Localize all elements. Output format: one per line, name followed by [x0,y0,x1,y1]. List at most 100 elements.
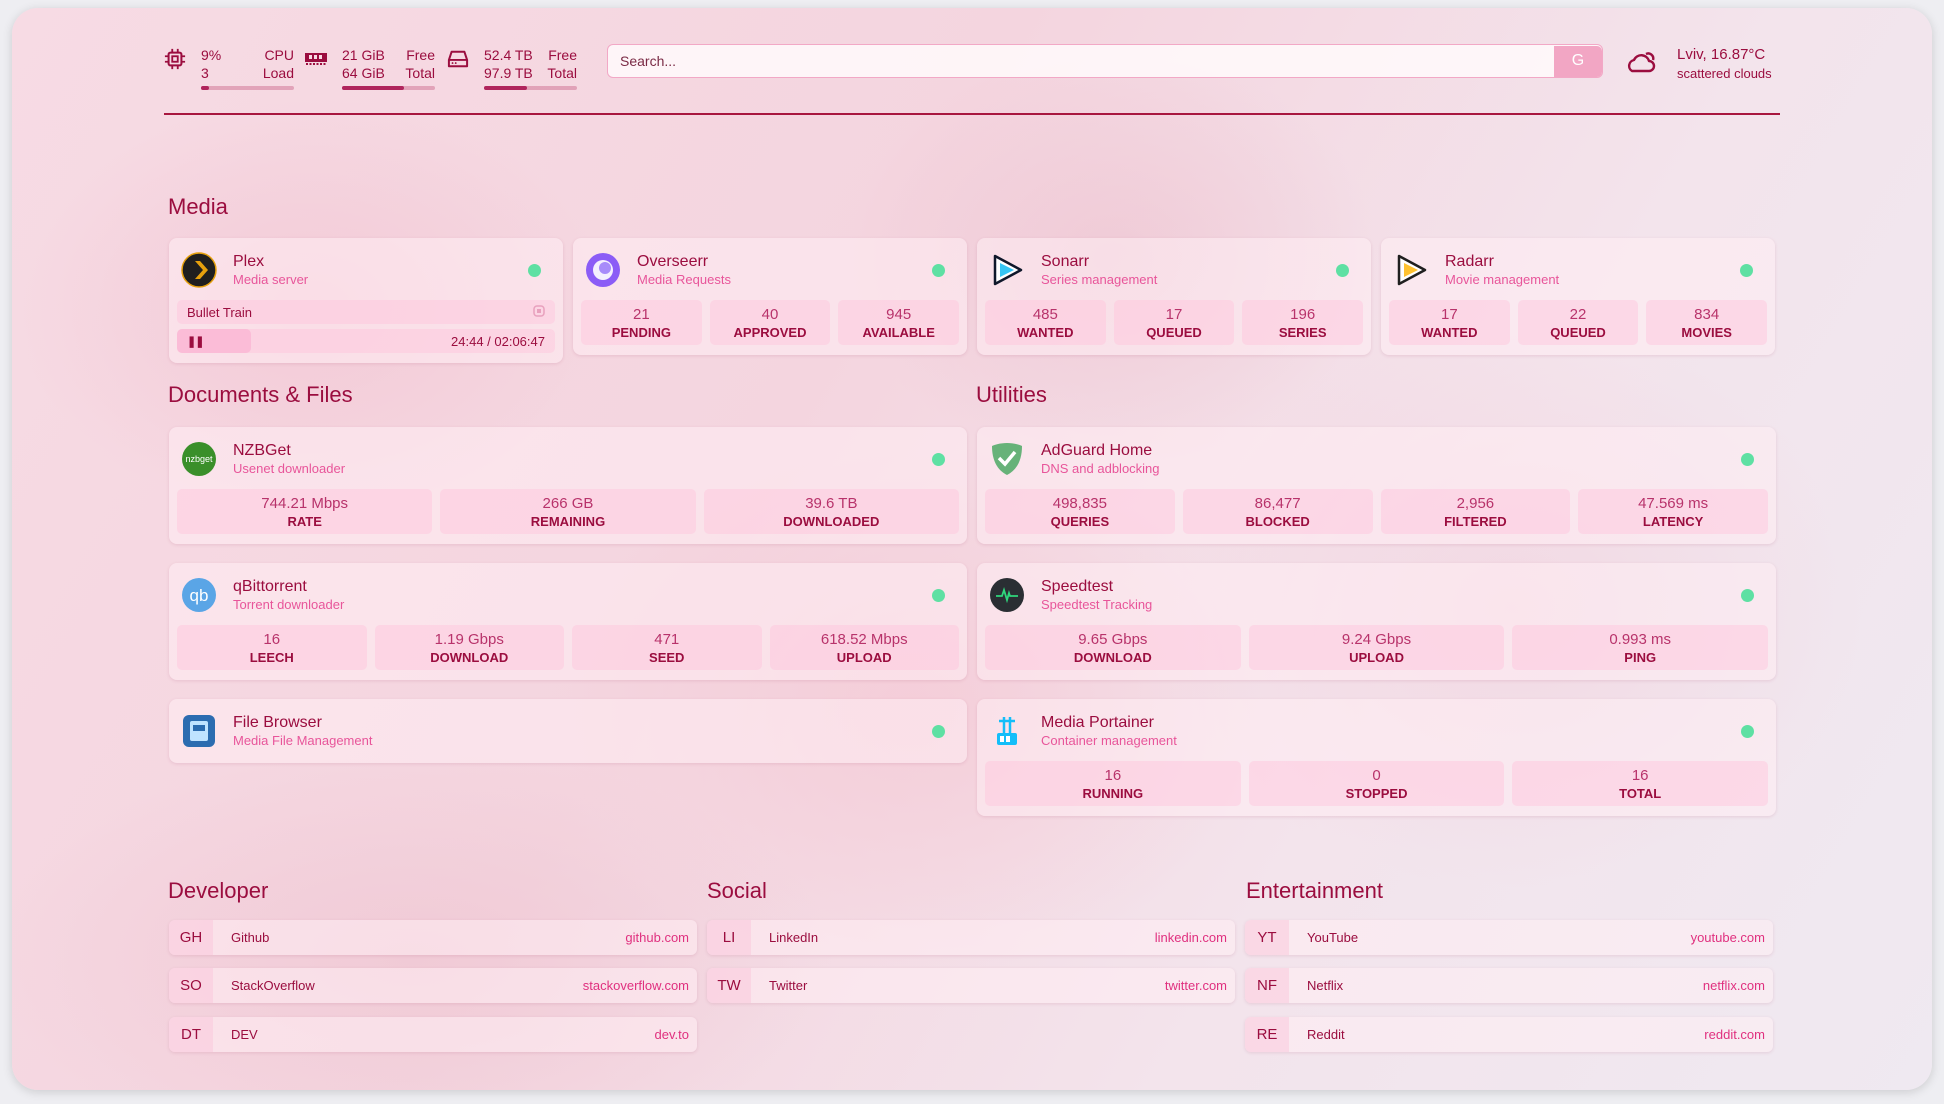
service-name[interactable]: AdGuard Home [1041,442,1153,459]
status-indicator [1336,264,1349,277]
status-indicator [528,264,541,277]
status-indicator [932,453,945,466]
stat-block-upload: 9.24 Gbps UPLOAD [1248,625,1505,670]
progress-fill [177,329,251,353]
service-header: Radarr Movie management [1389,248,1767,292]
stat-label: BLOCKED [1245,514,1310,529]
service-header: nzbget NZBGet Usenet downloader [177,437,959,481]
service-header: Speedtest Speedtest Tracking [985,573,1768,617]
status-indicator [1741,589,1754,602]
service-stats: 16 LEECH 1.19 Gbps DOWNLOAD 471 SEED 618.52 Mb… [177,625,959,670]
stat-block-upload: 618.52 Mbps UPLOAD [769,625,959,670]
stat-label: RATE [287,514,322,529]
stat-value: 0 [1372,767,1381,784]
service-text: AdGuard Home DNS and adblocking [1041,441,1160,477]
bookmark-twitter[interactable]: TW Twitter twitter.com [707,968,1235,1003]
stat-block-wanted: 17 WANTED [1389,300,1510,345]
bookmark-netflix[interactable]: NF Netflix netflix.com [1245,968,1773,1003]
bookmark-reddit[interactable]: RE Reddit reddit.com [1245,1017,1773,1052]
stat-value: 471 [654,631,680,648]
memory-label2: Total [405,65,435,81]
service-name[interactable]: File Browser [233,714,322,731]
service-text: Radarr Movie management [1445,252,1559,288]
service-card-plex[interactable]: Plex Media server Bullet Train ❚❚ 24:44 / 02… [169,238,563,363]
stat-block-latency: 47.569 ms LATENCY [1578,489,1768,534]
bookmark-name: Reddit [1307,1027,1345,1042]
service-card-file-browser[interactable]: File Browser Media File Management [169,699,967,763]
stat-value: 39.6 TB [805,495,858,512]
service-name[interactable]: Plex [233,253,265,270]
search-input[interactable] [608,53,1554,69]
service-name[interactable]: Sonarr [1041,253,1090,270]
service-description: Usenet downloader [233,461,346,476]
cast-icon[interactable] [533,304,545,320]
disk-value: 52.4 TB [484,47,533,63]
service-description: Torrent downloader [233,597,345,612]
bookmark-name: Twitter [769,978,808,993]
bookmark-abbr: GH [169,920,213,955]
service-card-adguard-home[interactable]: AdGuard Home DNS and adblocking 498,835 QUE… [977,427,1776,544]
service-card-overseerr[interactable]: Overseerr Media Requests 21 PENDING 40 APPROV… [573,238,967,355]
stat-value: 9.65 Gbps [1078,631,1148,648]
memory-bar [342,86,435,90]
service-text: NZBGet Usenet downloader [233,441,345,477]
status-indicator [1740,264,1753,277]
cpu-widget: 9% CPU 3 Load [201,46,294,90]
pause-icon[interactable]: ❚❚ [187,335,204,348]
stat-block-queued: 22 QUEUED [1517,300,1639,345]
cpu-value: 9% [201,47,222,63]
bookmark-abbr: YT [1245,920,1289,955]
stat-value: 834 [1694,306,1720,323]
stat-value: 47.569 ms [1638,495,1709,512]
bookmark-github[interactable]: GH Github github.com [169,920,697,955]
service-description: Media File Management [233,733,373,748]
service-card-sonarr[interactable]: Sonarr Series management 485 WANTED 17 QUEUED… [977,238,1371,355]
bookmark-dev[interactable]: DT DEV dev.to [169,1017,697,1052]
service-name[interactable]: Overseerr [637,253,709,270]
status-indicator [932,589,945,602]
stat-label: TOTAL [1619,786,1662,801]
cpu-label: CPU [264,47,294,63]
stat-value: 485 [1032,306,1058,323]
status-indicator [932,725,945,738]
stat-label: DOWNLOADED [783,514,880,529]
service-description: Container management [1041,733,1177,748]
service-name[interactable]: Media Portainer [1041,714,1154,731]
stat-value: 16 [1104,767,1122,784]
stat-value: 16 [263,631,281,648]
search-box: G [607,44,1603,78]
service-card-qbittorrent[interactable]: qb qBittorrent Torrent downloader 16 LEECH 1.… [169,563,967,680]
service-name[interactable]: qBittorrent [233,578,307,595]
bookmark-youtube[interactable]: YT YouTube youtube.com [1245,920,1773,955]
status-indicator [932,264,945,277]
weather-location: Lviv, 16.87°C [1677,46,1766,63]
stat-block-leech: 16 LEECH [177,625,367,670]
service-text: Overseerr Media Requests [637,252,731,288]
status-indicator [1741,725,1754,738]
service-text: File Browser Media File Management [233,713,372,749]
search-provider-button[interactable]: G [1554,45,1602,77]
stat-label: PENDING [611,325,671,340]
stat-value: 2,956 [1456,495,1495,512]
service-text: Media Portainer Container management [1041,713,1177,749]
service-card-nzbget[interactable]: nzbget NZBGet Usenet downloader 744.21 Mbps… [169,427,967,544]
stat-value: 196 [1290,306,1316,323]
stat-block-approved: 40 APPROVED [709,300,831,345]
bookmark-stackoverflow[interactable]: SO StackOverflow stackoverflow.com [169,968,697,1003]
stat-value: 21 [632,306,650,323]
stat-value: 16 [1631,767,1649,784]
service-name[interactable]: NZBGet [233,442,291,459]
service-card-radarr[interactable]: Radarr Movie management 17 WANTED 22 QUEUED 83… [1381,238,1775,355]
service-name[interactable]: Radarr [1445,253,1494,270]
service-card-media-portainer[interactable]: Media Portainer Container management 16 RUN… [977,699,1776,816]
stat-block-queued: 17 QUEUED [1113,300,1235,345]
bookmark-linkedin[interactable]: LI LinkedIn linkedin.com [707,920,1235,955]
stat-label: WANTED [1421,325,1478,340]
service-name[interactable]: Speedtest [1041,578,1114,595]
service-card-speedtest[interactable]: Speedtest Speedtest Tracking 9.65 Gbps DOWN… [977,563,1776,680]
disk-label2: Total [547,65,577,81]
weather-widget[interactable]: Lviv, 16.87°C scattered clouds [1677,45,1772,83]
stat-label: AVAILABLE [862,325,935,340]
bookmark-url: stackoverflow.com [582,978,689,993]
stat-block-queries: 498,835 QUERIES [985,489,1175,534]
